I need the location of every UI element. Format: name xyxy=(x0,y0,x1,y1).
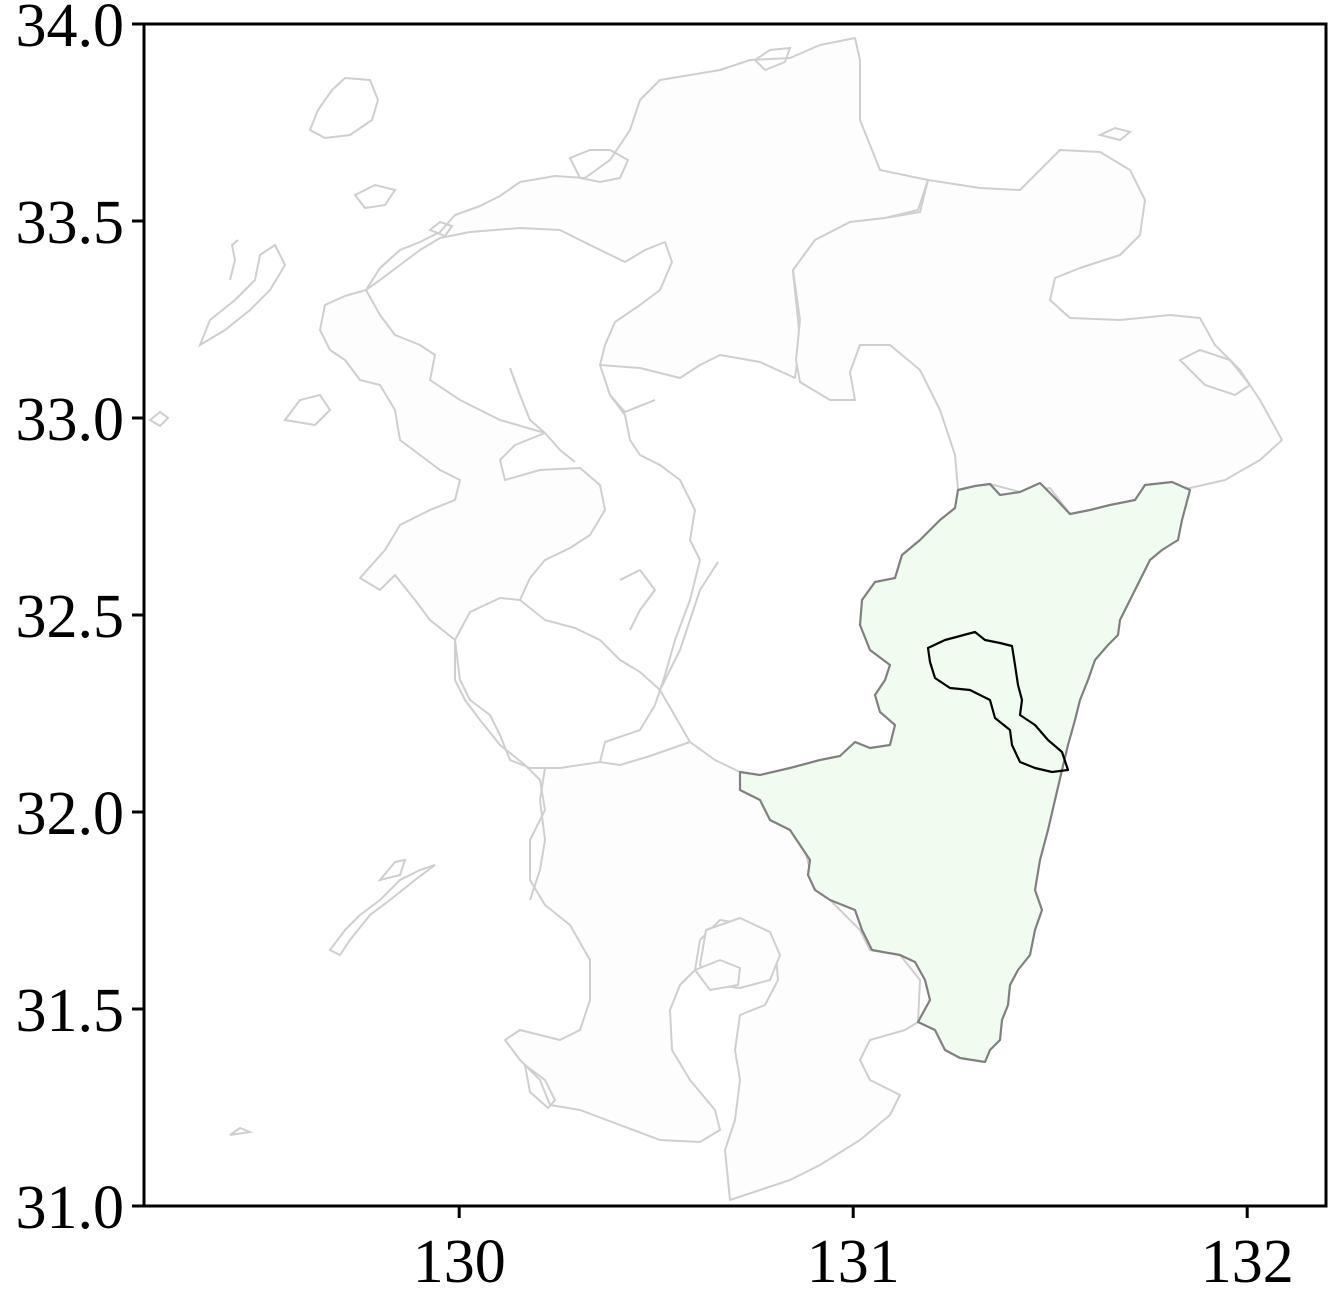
basin-outline xyxy=(926,630,1070,774)
x-tick-label: 130 xyxy=(413,1228,506,1296)
y-tick-label: 33.0 xyxy=(16,386,125,454)
offshore-islands xyxy=(148,46,1252,1136)
y-axis: 34.0 33.5 33.0 32.5 32.0 31.5 31.0 xyxy=(16,0,144,1242)
kyushu-landmass xyxy=(319,37,1283,1201)
y-tick-label: 32.5 xyxy=(16,583,125,651)
x-axis: 130 131 132 xyxy=(413,1206,1294,1296)
x-tick-label: 131 xyxy=(807,1228,900,1296)
y-tick-label: 34.0 xyxy=(16,0,125,60)
x-tick-label: 132 xyxy=(1201,1228,1294,1296)
y-tick-label: 31.5 xyxy=(16,977,125,1045)
y-tick-label: 31.0 xyxy=(16,1174,125,1242)
prefecture-boundaries xyxy=(509,364,719,901)
y-tick-label: 32.0 xyxy=(16,780,125,848)
highlighted-region xyxy=(738,480,1192,1064)
y-tick-label: 33.5 xyxy=(16,189,125,257)
